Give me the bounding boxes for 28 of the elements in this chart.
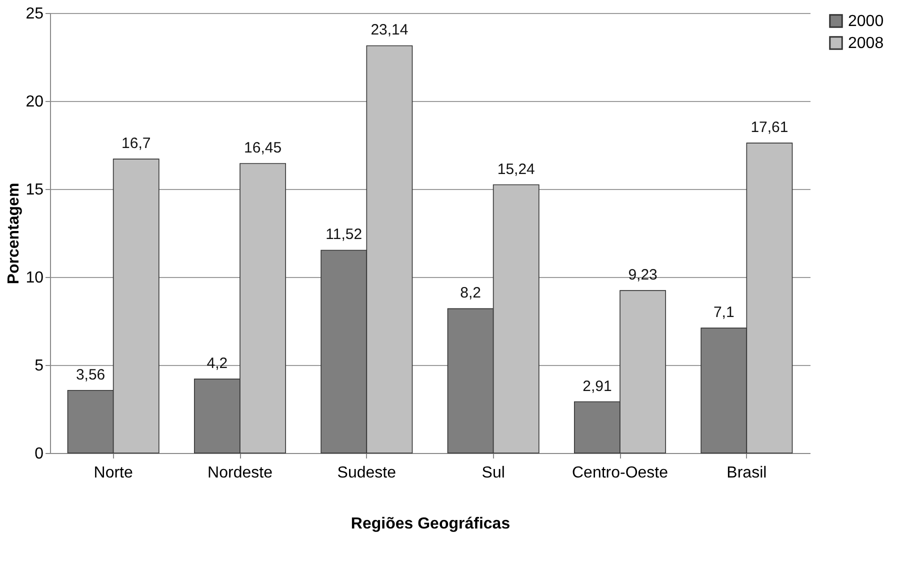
data-label: 17,61 <box>750 119 788 136</box>
y-tick-label: 20 <box>26 94 44 110</box>
data-label: 11,52 <box>326 226 362 244</box>
y-tick-label: 0 <box>34 446 44 462</box>
data-label: 7,1 <box>713 304 734 322</box>
y-tick-label: 10 <box>26 270 44 286</box>
x-tick-label: Norte <box>94 464 133 482</box>
legend-label: 2008 <box>848 35 884 52</box>
data-label: 9,23 <box>628 266 658 284</box>
x-axis-title: Regiões Geográficas <box>350 516 510 532</box>
data-label: 16,45 <box>244 139 282 156</box>
x-tick-label: Centro-Oeste <box>572 464 668 482</box>
y-tick-label: 15 <box>26 182 44 198</box>
data-label: 8,2 <box>460 284 481 302</box>
y-tick-label: 5 <box>34 358 44 374</box>
data-label: 3,56 <box>76 366 106 384</box>
data-label: 23,14 <box>370 22 408 39</box>
data-label: 4,2 <box>206 355 228 372</box>
x-tick-label: Sudeste <box>337 464 396 482</box>
data-label: 16,7 <box>122 135 151 152</box>
x-tick-label: Nordeste <box>208 464 273 482</box>
data-label: 2,91 <box>582 378 612 395</box>
y-tick-label: 25 <box>26 6 44 22</box>
x-tick-label: Sul <box>482 464 505 482</box>
data-label: 15,24 <box>497 160 535 178</box>
x-tick-label: Brasil <box>726 464 767 482</box>
legend-label: 2000 <box>848 13 884 30</box>
y-axis-title: Porcentagem <box>6 182 23 284</box>
